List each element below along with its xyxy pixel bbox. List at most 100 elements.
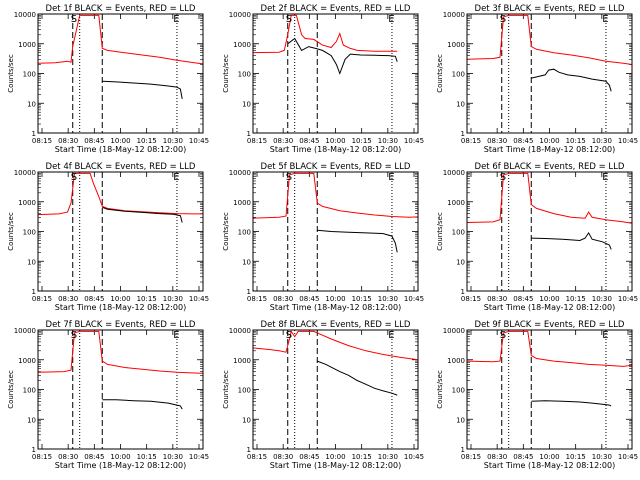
marker-E: E [388, 330, 394, 341]
y-tick-label: 1000 [233, 357, 251, 365]
y-tick-label: 10 [27, 416, 36, 424]
x-tick-label: 10:15 [352, 453, 372, 461]
x-tick-label: 10:45 [189, 295, 209, 303]
x-tick-label: 10:45 [404, 137, 424, 145]
lld-series-line [252, 14, 398, 54]
x-axis-label: Start Time (18-May-12 08:12:00) [484, 145, 615, 154]
panel-title: Det 3f BLACK = Events, RED = LLD [475, 4, 625, 14]
y-tick-label: 10000 [14, 327, 36, 335]
plot-frame [252, 171, 419, 292]
x-tick-label: 08:45 [513, 295, 533, 303]
x-tick-label: 10:30 [592, 453, 612, 461]
y-tick-label: 1 [32, 288, 36, 296]
plot-frame [37, 329, 204, 450]
y-tick-label: 100 [238, 387, 251, 395]
panel-title: Det 7f BLACK = Events, RED = LLD [46, 320, 196, 330]
x-tick-label: 10:15 [566, 295, 586, 303]
y-tick-label: 1 [461, 288, 465, 296]
y-tick-label: 10 [242, 100, 251, 108]
panel-title: Det 8f BLACK = Events, RED = LLD [261, 320, 411, 330]
panel-title: Det 6f BLACK = Events, RED = LLD [475, 162, 625, 172]
y-tick-label: 10 [27, 258, 36, 266]
y-tick-label: 10000 [443, 327, 465, 335]
x-tick-label: 10:15 [352, 295, 372, 303]
x-tick-label: 10:30 [378, 295, 398, 303]
y-tick-label: 1000 [447, 357, 465, 365]
panel-title: Det 4f BLACK = Events, RED = LLD [46, 162, 196, 172]
panel-det-3: Det 3f BLACK = Events, RED = LLD Counts/s… [436, 4, 638, 154]
x-tick-label: 08:45 [299, 453, 319, 461]
panel-det-6: Det 6f BLACK = Events, RED = LLD Counts/s… [436, 162, 638, 312]
y-tick-label: 10 [456, 100, 465, 108]
x-tick-label: 08:15 [32, 453, 52, 461]
x-axis-label: Start Time (18-May-12 08:12:00) [484, 461, 615, 470]
panel-det-7: Det 7f BLACK = Events, RED = LLD Counts/s… [7, 320, 209, 470]
events-series-line [531, 400, 612, 407]
lld-series-line [252, 172, 419, 219]
y-tick-label: 1000 [18, 357, 36, 365]
x-tick-label: 10:45 [618, 137, 638, 145]
y-tick-label: 100 [23, 387, 36, 395]
x-axis-label: Start Time (18-May-12 08:12:00) [484, 303, 615, 312]
x-tick-label: 10:00 [325, 453, 345, 461]
x-tick-label: 10:00 [325, 137, 345, 145]
x-tick-label: 08:15 [247, 137, 267, 145]
y-tick-label: 1 [247, 288, 251, 296]
events-series-line [287, 37, 398, 75]
x-tick-label: 10:30 [378, 453, 398, 461]
x-tick-label: 08:30 [273, 137, 293, 145]
y-tick-label: 1 [32, 446, 36, 454]
x-tick-label: 10:45 [189, 137, 209, 145]
y-tick-label: 1000 [233, 41, 251, 49]
y-tick-label: 1 [247, 130, 251, 138]
plot-frame [252, 13, 419, 134]
plot-frame [466, 329, 633, 450]
y-tick-label: 10 [27, 100, 36, 108]
y-axis-label: Counts/sec [7, 54, 15, 93]
plot-frame [37, 171, 204, 292]
marker-S: S [500, 172, 506, 183]
plot-frame [466, 171, 633, 292]
x-axis-label: Start Time (18-May-12 08:12:00) [270, 145, 401, 154]
x-tick-label: 08:45 [299, 295, 319, 303]
y-tick-label: 10000 [229, 11, 251, 19]
x-tick-label: 10:45 [404, 295, 424, 303]
x-tick-label: 08:15 [32, 295, 52, 303]
y-tick-label: 10 [456, 416, 465, 424]
x-axis-label: Start Time (18-May-12 08:12:00) [55, 145, 186, 154]
marker-S: S [500, 14, 506, 25]
panel-det-1: Det 1f BLACK = Events, RED = LLD Counts/s… [7, 4, 209, 154]
marker-S: S [71, 330, 77, 341]
y-axis-label: Counts/sec [222, 54, 230, 93]
plot-frame [37, 13, 204, 134]
x-tick-label: 10:00 [110, 137, 130, 145]
marker-S: S [71, 172, 77, 183]
x-tick-label: 10:30 [378, 137, 398, 145]
marker-S: S [71, 14, 77, 25]
marker-E: E [173, 172, 179, 183]
x-tick-label: 08:45 [513, 137, 533, 145]
x-tick-label: 08:30 [487, 137, 507, 145]
y-tick-label: 10000 [229, 327, 251, 335]
panel-title: Det 9f BLACK = Events, RED = LLD [475, 320, 625, 330]
x-axis-label: Start Time (18-May-12 08:12:00) [55, 303, 186, 312]
x-tick-label: 10:15 [566, 453, 586, 461]
y-axis-label: Counts/sec [7, 212, 15, 251]
x-tick-label: 08:30 [58, 137, 78, 145]
lld-series-line [37, 14, 204, 65]
lld-series-line [466, 330, 633, 367]
x-tick-label: 08:45 [84, 137, 104, 145]
x-tick-label: 10:00 [539, 453, 559, 461]
panel-det-8: Det 8f BLACK = Events, RED = LLD Counts/s… [222, 320, 424, 470]
marker-E: E [602, 14, 608, 25]
x-axis-label: Start Time (18-May-12 08:12:00) [270, 303, 401, 312]
panel-det-4: Det 4f BLACK = Events, RED = LLD Counts/s… [7, 162, 209, 312]
y-tick-label: 10 [456, 258, 465, 266]
marker-S: S [286, 330, 292, 341]
y-tick-label: 1000 [447, 199, 465, 207]
x-tick-label: 08:15 [461, 453, 481, 461]
y-axis-label: Counts/sec [222, 370, 230, 409]
y-tick-label: 10 [242, 416, 251, 424]
x-tick-label: 10:15 [566, 137, 586, 145]
